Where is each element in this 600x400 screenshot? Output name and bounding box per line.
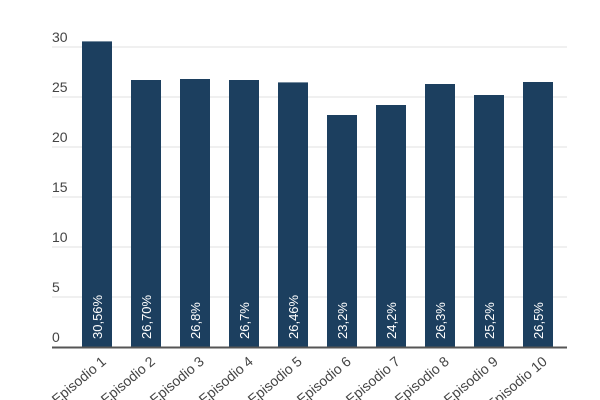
y-tick-label: 15: [52, 179, 68, 195]
data-label: 26,8%: [188, 302, 203, 339]
data-label: 26,3%: [433, 302, 448, 339]
y-tick-label: 25: [52, 79, 68, 95]
bar: [474, 95, 504, 347]
bar: [229, 80, 259, 347]
y-tick-label: 5: [52, 279, 60, 295]
data-label: 26,70%: [139, 294, 154, 339]
y-tick-label: 20: [52, 129, 68, 145]
data-label: 23,2%: [335, 302, 350, 339]
data-label: 26,7%: [237, 302, 252, 339]
bar: [425, 84, 455, 347]
y-tick-label: 30: [52, 29, 68, 45]
data-label: 30,56%: [90, 294, 105, 339]
bar: [327, 115, 357, 347]
data-label: 26,46%: [286, 294, 301, 339]
bar: [376, 105, 406, 347]
data-label: 25,2%: [482, 302, 497, 339]
bar: [180, 79, 210, 347]
y-tick-label: 0: [52, 329, 60, 345]
bar: [131, 80, 161, 347]
y-tick-label: 10: [52, 229, 68, 245]
bar: [82, 41, 112, 348]
data-label: 24,2%: [384, 302, 399, 339]
bar: [523, 82, 553, 347]
bar: [278, 82, 308, 348]
data-label: 26,5%: [531, 302, 546, 339]
